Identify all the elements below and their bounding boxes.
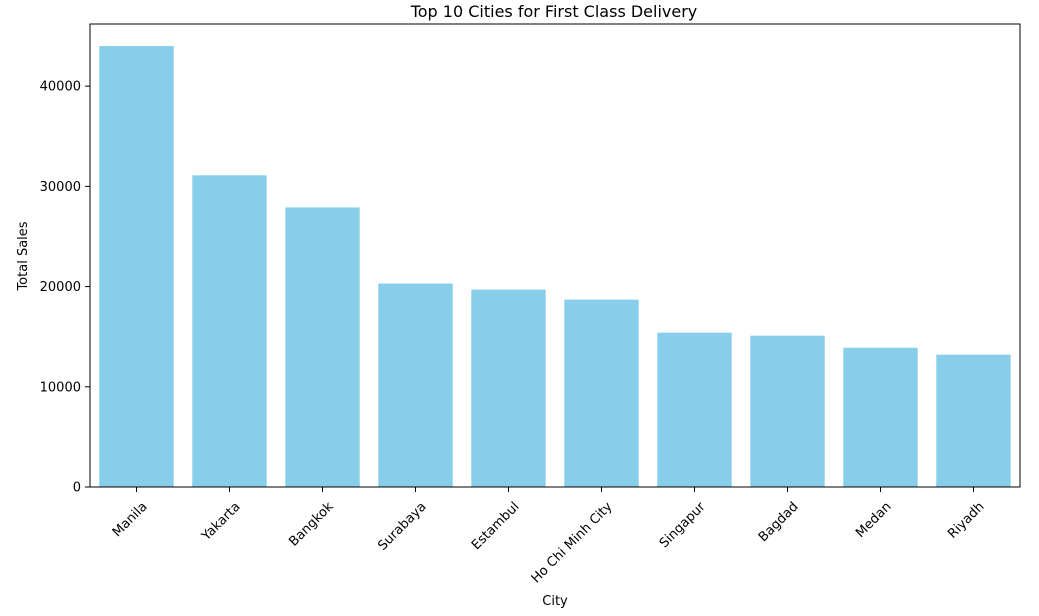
- x-tick-label: Medan: [853, 499, 894, 540]
- x-tick-label: Singapur: [657, 499, 709, 551]
- y-tick-label: 40000: [40, 80, 81, 95]
- x-tick-label: Riyadh: [945, 499, 987, 541]
- y-axis-label: Total Sales: [16, 221, 31, 291]
- bar-singapur: [657, 332, 732, 487]
- x-tick-label: Bangkok: [286, 499, 336, 549]
- y-tick-label: 30000: [40, 180, 81, 195]
- bar-ho-chi-minh-city: [564, 299, 639, 487]
- x-tick-label: Manila: [110, 499, 151, 540]
- y-tick-label: 0: [73, 481, 81, 496]
- bar-riyadh: [936, 354, 1011, 487]
- bars-group: [99, 46, 1011, 488]
- bar-bagdad: [750, 335, 825, 487]
- bar-manila: [99, 46, 174, 488]
- x-tick-label: Surabaya: [375, 499, 429, 553]
- x-tick-label: Ho Chi Minh City: [529, 499, 616, 586]
- bar-yakarta: [192, 175, 267, 487]
- y-axis-ticks: 0 10000 20000 30000 40000: [40, 80, 90, 496]
- bar-estambul: [471, 289, 546, 487]
- x-axis-ticks: Manila Yakarta Bangkok Surabaya Estambul Ho C…: [110, 487, 988, 586]
- bar-medan: [843, 347, 918, 487]
- x-axis-label: City: [542, 594, 568, 609]
- x-tick-label: Yakarta: [198, 499, 243, 544]
- chart-title: Top 10 Cities for First Class Delivery: [410, 2, 698, 21]
- x-tick-label: Estambul: [469, 499, 523, 553]
- x-tick-label: Bagdad: [756, 499, 802, 545]
- y-tick-label: 20000: [40, 280, 81, 295]
- bar-surabaya: [378, 283, 453, 487]
- y-tick-label: 10000: [40, 380, 81, 395]
- plot-frame: [89, 23, 1021, 488]
- bar-bangkok: [285, 207, 360, 487]
